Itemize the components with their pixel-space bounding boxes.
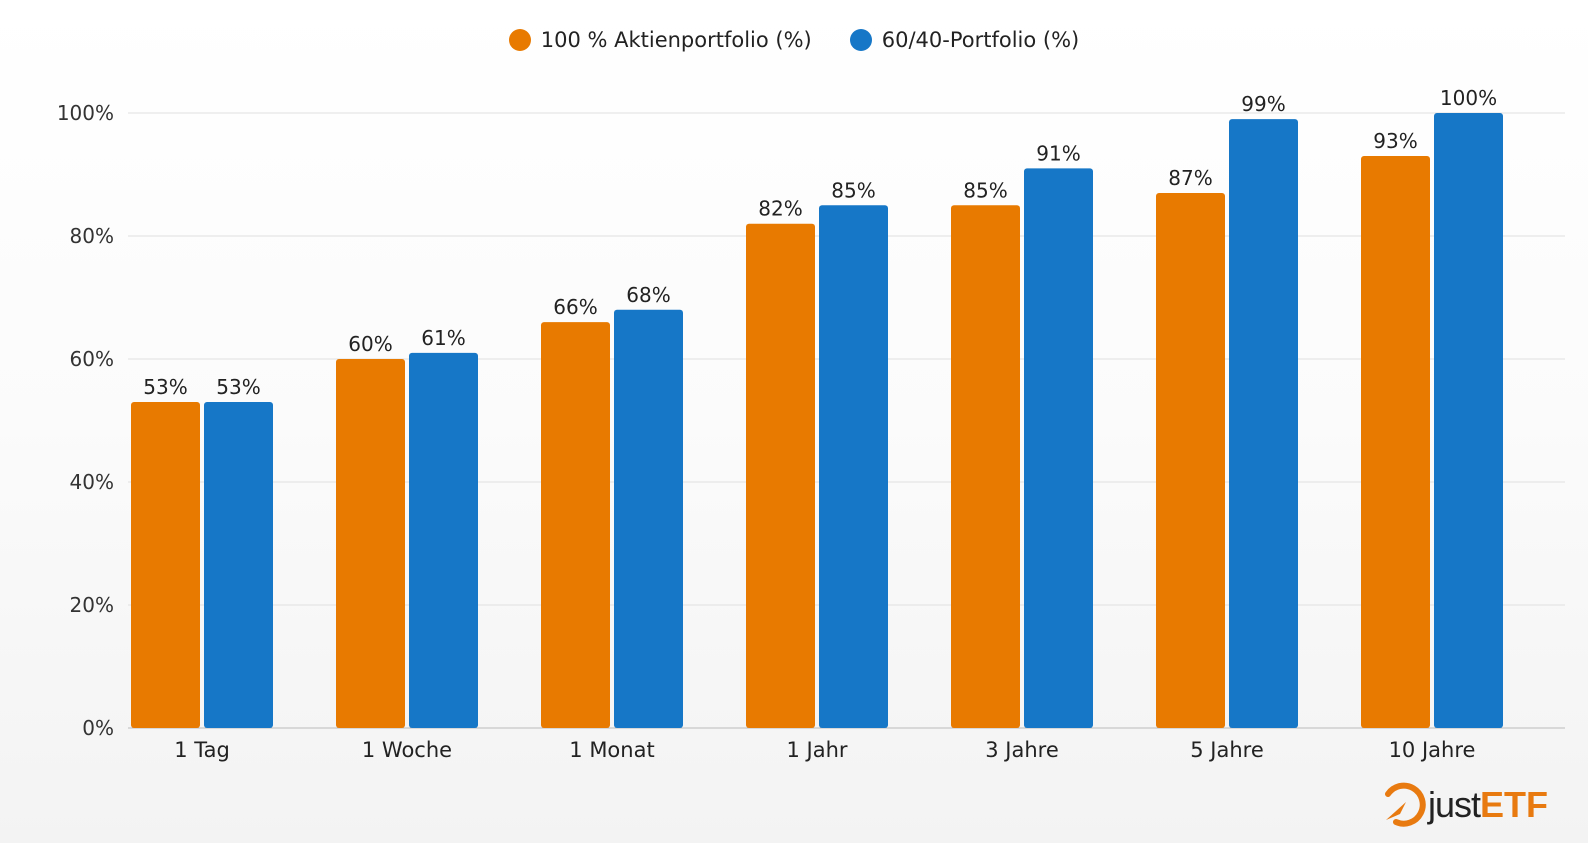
bar-6040 <box>409 352 478 728</box>
data-label: 100% <box>1440 86 1497 110</box>
data-label: 53% <box>143 375 187 399</box>
justetf-logo: just ETF <box>1378 780 1548 830</box>
x-tick-label: 3 Jahre <box>985 738 1059 762</box>
y-tick-label: 20% <box>70 593 114 617</box>
x-tick-label: 1 Tag <box>174 738 230 762</box>
bar-stocks <box>951 205 1020 728</box>
data-label: 87% <box>1168 166 1212 190</box>
bar-stocks <box>1156 192 1225 728</box>
bar-6040 <box>1229 119 1298 728</box>
legend-swatch-orange <box>508 29 531 51</box>
legend-item-6040: 60/40-Portfolio (%) <box>849 28 1080 52</box>
data-label: 61% <box>421 326 465 350</box>
data-label: 60% <box>348 332 392 356</box>
y-tick-label: 40% <box>70 470 114 494</box>
legend-item-stocks: 100 % Aktienportfolio (%) <box>508 28 812 52</box>
logo-text-just: just <box>1428 784 1481 825</box>
y-tick-label: 80% <box>70 224 114 248</box>
x-tick-label: 5 Jahre <box>1190 738 1264 762</box>
bar-stocks <box>336 359 405 728</box>
data-label: 85% <box>963 178 1007 202</box>
bar-stocks <box>131 402 200 728</box>
x-tick-label: 1 Woche <box>362 738 452 762</box>
y-tick-label: 60% <box>70 347 114 371</box>
x-tick-label: 1 Monat <box>569 738 654 762</box>
x-tick-label: 10 Jahre <box>1389 738 1476 762</box>
bar-6040 <box>614 309 683 728</box>
logo-icon <box>1385 782 1426 827</box>
legend-swatch-blue <box>849 29 872 51</box>
legend-label: 60/40-Portfolio (%) <box>881 28 1080 52</box>
legend-label: 100 % Aktienportfolio (%) <box>540 28 812 52</box>
data-label: 66% <box>553 295 597 319</box>
data-label: 85% <box>831 178 875 202</box>
x-tick-label: 1 Jahr <box>786 738 847 762</box>
data-label: 99% <box>1241 92 1285 116</box>
bar-6040 <box>204 402 273 728</box>
bar-stocks <box>1361 156 1430 729</box>
bar-6040 <box>1434 113 1503 728</box>
data-label: 53% <box>216 375 260 399</box>
y-tick-label: 100% <box>57 101 114 125</box>
legend: 100 % Aktienportfolio (%) 60/40-Portfoli… <box>0 28 1588 52</box>
y-tick-label: 0% <box>82 716 114 740</box>
bar-stocks <box>541 322 610 728</box>
bar-stocks <box>746 223 815 728</box>
data-label: 93% <box>1373 129 1417 153</box>
bar-6040 <box>819 205 888 728</box>
data-label: 82% <box>758 197 802 221</box>
data-label: 68% <box>626 283 670 307</box>
logo-text-etf: ETF <box>1480 784 1549 825</box>
data-label: 91% <box>1036 141 1080 165</box>
bar-6040 <box>1024 168 1093 729</box>
